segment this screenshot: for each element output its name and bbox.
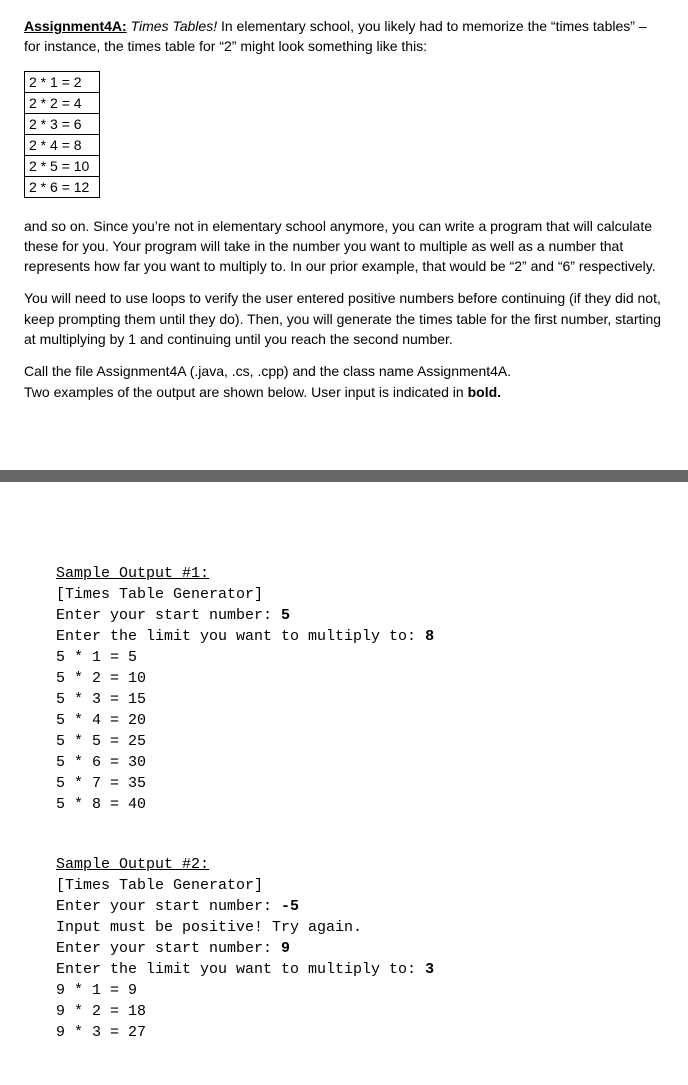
sample2-err: Input must be positive! Try again.: [56, 919, 362, 936]
sample2-prompt1b: Enter your start number:: [56, 940, 281, 957]
paragraph-2: You will need to use loops to verify the…: [24, 288, 664, 349]
paragraph-3: Call the file Assignment4A (.java, .cs, …: [24, 361, 664, 402]
sample1-prompt1: Enter your start number:: [56, 607, 281, 624]
paragraph-1: and so on. Since you’re not in elementar…: [24, 216, 664, 277]
sample1-input2: 8: [425, 628, 434, 645]
times-table-row: 2 * 6 = 12: [25, 176, 100, 197]
paragraph-3b-pre: Two examples of the output are shown bel…: [24, 384, 468, 400]
assignment-page-top: Assignment4A: Times Tables! In elementar…: [0, 0, 688, 430]
sample2-prompt2: Enter the limit you want to multiply to:: [56, 961, 425, 978]
sample-output-1: Sample Output #1: [Times Table Generator…: [56, 542, 664, 815]
sample1-input1: 5: [281, 607, 290, 624]
times-table-row: 2 * 2 = 4: [25, 92, 100, 113]
sample2-prompt1: Enter your start number:: [56, 898, 281, 915]
times-table-row: 2 * 3 = 6: [25, 113, 100, 134]
sample1-prompt2: Enter the limit you want to multiply to:: [56, 628, 425, 645]
times-table-row: 2 * 4 = 8: [25, 134, 100, 155]
times-table-example: 2 * 1 = 22 * 2 = 42 * 3 = 62 * 4 = 82 * …: [24, 71, 100, 198]
assignment-heading: Assignment4A: Times Tables! In elementar…: [24, 16, 664, 57]
assignment-label: Assignment4A:: [24, 18, 127, 34]
sample2-head: Sample Output #2:: [56, 856, 209, 873]
sample-output-2: Sample Output #2: [Times Table Generator…: [56, 833, 664, 1043]
page-divider: [0, 470, 688, 482]
sample2-input2: 3: [425, 961, 434, 978]
assignment-page-bottom: Sample Output #1: [Times Table Generator…: [0, 542, 688, 1085]
times-table-row: 2 * 1 = 2: [25, 71, 100, 92]
assignment-subtitle: Times Tables!: [131, 18, 221, 34]
sample1-head: Sample Output #1:: [56, 565, 209, 582]
paragraph-3b-bold: bold.: [468, 384, 501, 400]
sample2-input1b: 9: [281, 940, 290, 957]
paragraph-3a: Call the file Assignment4A (.java, .cs, …: [24, 363, 511, 379]
sample2-input1: -5: [281, 898, 299, 915]
times-table-row: 2 * 5 = 10: [25, 155, 100, 176]
